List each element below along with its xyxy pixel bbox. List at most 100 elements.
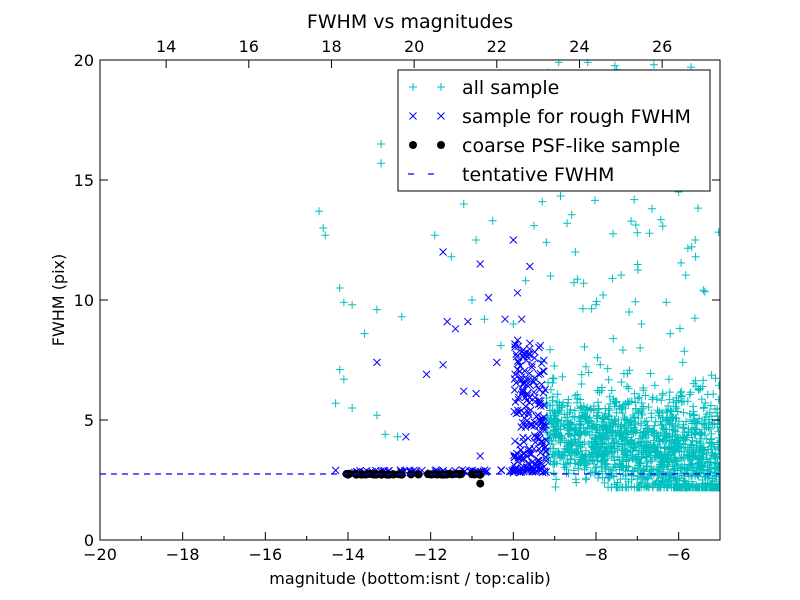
data-point-plus — [707, 451, 716, 460]
data-point-plus — [625, 308, 634, 316]
data-point-plus — [616, 427, 625, 436]
data-point-x — [537, 380, 546, 389]
data-point-plus — [685, 409, 694, 418]
data-point-x — [525, 393, 534, 402]
data-point-plus — [664, 375, 673, 384]
data-point-plus — [705, 463, 714, 472]
data-point-plus — [624, 384, 633, 393]
data-point-plus — [648, 393, 657, 402]
data-point-plus — [577, 429, 586, 438]
data-point-x — [510, 407, 519, 416]
data-point-plus — [459, 200, 468, 208]
data-point-x — [536, 416, 545, 425]
data-point-plus — [472, 236, 481, 244]
data-point-plus — [372, 305, 381, 314]
data-point-circle — [476, 479, 485, 488]
data-point-plus — [348, 404, 357, 412]
data-point-plus — [691, 417, 700, 426]
data-point-plus — [690, 314, 699, 323]
y-axis-label: FWHM (pix) — [49, 254, 68, 347]
data-point-plus — [548, 419, 557, 428]
data-point-plus — [634, 408, 643, 417]
data-point-plus — [664, 418, 673, 427]
data-point-plus — [555, 398, 564, 407]
data-point-plus — [597, 386, 606, 395]
data-point-plus — [612, 408, 621, 417]
data-point-x — [510, 386, 519, 394]
series-psf-like — [342, 469, 485, 488]
data-point-plus — [617, 378, 626, 387]
data-point-plus — [593, 452, 602, 461]
data-point-plus — [335, 284, 344, 292]
data-point-plus — [684, 425, 693, 434]
data-point-x — [539, 388, 548, 397]
data-point-plus — [687, 242, 696, 251]
data-point-plus — [671, 402, 680, 411]
data-point-x — [532, 381, 541, 390]
data-point-plus — [711, 374, 720, 383]
data-point-plus — [707, 434, 716, 443]
data-point-plus — [662, 406, 671, 415]
data-point-x — [534, 411, 542, 420]
data-point-plus — [627, 436, 636, 445]
data-point-circle — [455, 470, 464, 479]
data-point-plus — [372, 411, 381, 420]
data-point-plus — [696, 384, 705, 393]
data-point-plus — [571, 248, 580, 256]
data-point-plus — [590, 468, 599, 477]
data-point-plus — [668, 462, 677, 471]
data-point-plus — [624, 420, 633, 429]
data-point-plus — [662, 413, 671, 422]
data-point-circle — [437, 141, 445, 149]
x-tick-label: −18 — [166, 545, 200, 564]
data-point-plus — [675, 324, 684, 333]
data-point-plus — [714, 427, 720, 436]
data-point-plus — [551, 409, 560, 418]
data-point-plus — [676, 388, 685, 397]
data-point-plus — [637, 409, 646, 418]
data-point-x — [525, 375, 533, 384]
data-point-x — [539, 423, 547, 431]
data-point-plus — [694, 462, 703, 471]
y-tick-label: 5 — [84, 411, 94, 430]
data-point-plus — [587, 304, 596, 313]
data-point-plus — [673, 480, 682, 489]
x-tick-label: −8 — [584, 545, 608, 564]
data-point-plus — [599, 415, 608, 424]
top-tick-label: 22 — [487, 37, 507, 56]
data-point-plus — [549, 415, 558, 424]
data-point-x — [459, 387, 468, 396]
data-point-plus — [628, 411, 637, 420]
data-point-plus — [634, 446, 643, 455]
data-point-plus — [691, 452, 700, 461]
data-point-plus — [675, 442, 684, 451]
data-point-plus — [658, 222, 667, 231]
data-point-plus — [568, 412, 577, 421]
data-point-plus — [580, 342, 589, 351]
data-point-plus — [618, 346, 627, 355]
data-point-plus — [716, 436, 720, 445]
data-point-plus — [562, 465, 571, 474]
data-point-plus — [627, 471, 636, 480]
data-point-circle — [352, 470, 361, 479]
data-point-plus — [700, 287, 709, 296]
data-point-x — [497, 466, 505, 475]
data-point-plus — [612, 431, 621, 440]
data-point-plus — [700, 472, 709, 481]
data-point-plus — [601, 421, 610, 430]
data-point-x — [527, 421, 535, 430]
data-point-plus — [559, 420, 568, 429]
data-point-plus — [561, 413, 570, 422]
data-point-plus — [582, 451, 591, 460]
data-point-plus — [553, 450, 562, 459]
data-point-plus — [570, 406, 579, 415]
data-point-plus — [430, 231, 439, 240]
data-point-x — [530, 377, 538, 386]
data-point-plus — [551, 414, 560, 423]
data-point-plus — [658, 413, 667, 422]
data-point-x — [513, 288, 522, 297]
data-point-plus — [607, 452, 616, 461]
data-point-x — [492, 358, 501, 367]
data-point-plus — [606, 426, 615, 435]
y-tick-label: 20 — [74, 51, 94, 70]
